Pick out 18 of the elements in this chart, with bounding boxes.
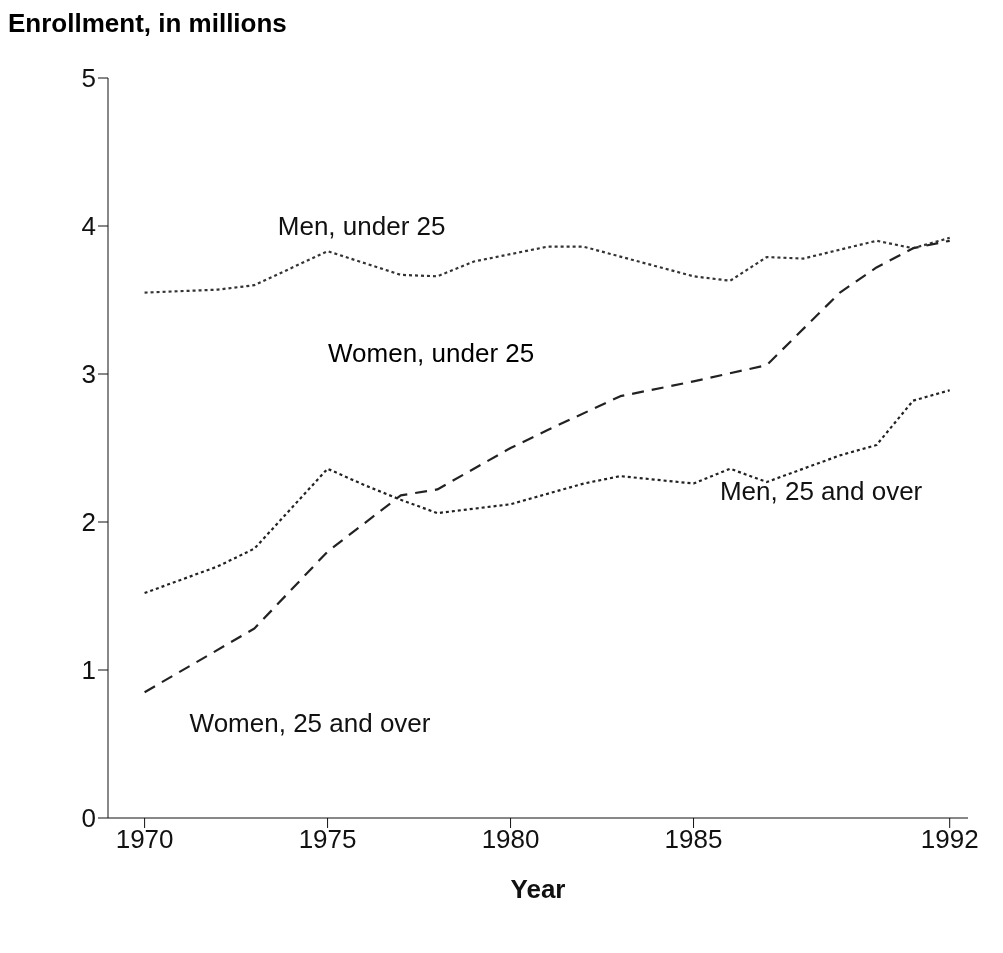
x-tick-label: 1975: [298, 824, 357, 855]
series-label: Women, 25 and over: [189, 708, 431, 739]
x-tick-label: 1992: [920, 824, 979, 855]
x-axis-title: Year: [510, 874, 566, 904]
y-tick-label: 3: [81, 359, 96, 390]
y-tick-label: 0: [81, 803, 96, 834]
y-tick-label: 1: [81, 655, 96, 686]
line-series: [143, 239, 951, 694]
y-tick-label: 5: [81, 63, 96, 94]
x-tick-label: 1980: [481, 824, 540, 855]
annotation: Women, under 25: [328, 338, 535, 369]
y-tick-label: 2: [81, 507, 96, 538]
series-label: Men, 25 and over: [719, 476, 923, 507]
y-tick-label: 4: [81, 211, 96, 242]
series-label: Men, under 25: [277, 210, 446, 241]
x-tick-label: 1985: [664, 824, 723, 855]
x-tick-label: 1970: [115, 824, 174, 855]
y-axis-title: Enrollment, in millions: [8, 8, 287, 39]
